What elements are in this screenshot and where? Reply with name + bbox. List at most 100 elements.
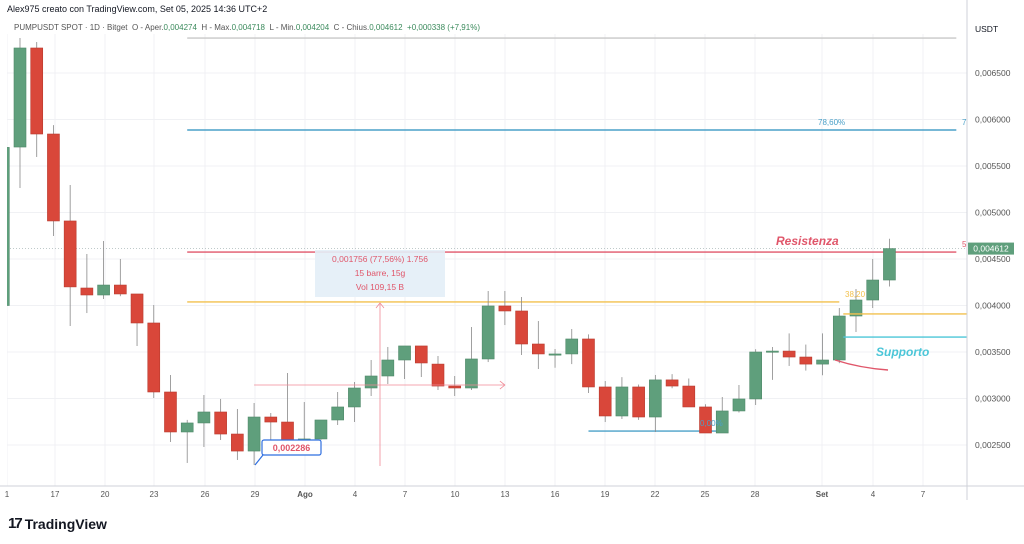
candle-body: [130, 293, 144, 324]
candle-body: [247, 416, 261, 452]
candle-body: [866, 279, 880, 301]
measure-text: 0,001756 (77,56%) 1.756: [332, 254, 428, 264]
trend-curve: [834, 359, 889, 371]
candle-body: [498, 305, 512, 312]
candle-body: [682, 385, 696, 408]
brand-name: TradingView: [24, 515, 107, 532]
date-tick: 16: [551, 490, 560, 499]
measure-text: Vol 109,15 B: [356, 282, 405, 292]
open-value: 0,004274: [163, 23, 197, 32]
fib-level-label: 100,00%: [848, 26, 880, 35]
candle-body: [749, 351, 762, 400]
candle-body: [615, 386, 629, 417]
date-tick: 7: [403, 490, 408, 499]
fib-right-label: 7: [962, 118, 967, 127]
measure-text: 15 barre, 15g: [355, 268, 406, 278]
symbol-legend: PUMPUSDT SPOT · 1D · Bitget O - Aper.0,0…: [14, 23, 480, 32]
change-value: +0,000338 (+7,91%): [407, 23, 480, 32]
candle-body: [331, 406, 344, 421]
candle-body: [264, 416, 278, 423]
close-value: 0,004612: [369, 23, 403, 32]
candle-body: [348, 387, 361, 408]
candle-body: [481, 305, 495, 360]
price-tick: 0,003000: [975, 394, 1011, 404]
candle-body: [214, 411, 227, 435]
candle-body: [314, 419, 328, 440]
fib-level-label: 0,00%: [700, 419, 723, 428]
candle-body: [582, 338, 595, 388]
low-callout-box: [261, 439, 322, 456]
candle-body: [164, 391, 177, 433]
candle-body: [632, 386, 645, 418]
date-tick: 22: [651, 490, 660, 499]
tradingview-logo-icon: 17: [8, 515, 23, 532]
date-tick: Ago: [297, 490, 313, 499]
low-value: 0,004204: [295, 23, 330, 32]
candle-body: [832, 315, 846, 361]
arrow-head-icon: [499, 380, 506, 390]
candle-body: [766, 350, 779, 353]
high-value: 0,004718: [231, 23, 265, 32]
high-label: H - Max.: [201, 23, 232, 32]
date-tick: 17: [51, 490, 60, 499]
candle-body: [80, 287, 94, 296]
current-price-tag: [968, 242, 1014, 255]
price-tick: 0,003500: [975, 347, 1011, 357]
tradingview-logo[interactable]: 17 TradingView: [8, 515, 107, 532]
candle-body: [699, 406, 712, 434]
date-tick: 25: [701, 490, 710, 499]
low-label: L - Min.: [269, 23, 296, 32]
date-tick: 4: [353, 490, 358, 499]
candle-body: [30, 47, 44, 135]
measure-box: [315, 250, 445, 297]
support-label: Supporto: [876, 345, 929, 359]
candle-body: [114, 284, 127, 295]
fib-level-label: 5: [962, 240, 967, 249]
date-tick: 20: [101, 490, 110, 499]
candle-body: [47, 133, 60, 222]
price-tick: 0,004000: [975, 301, 1011, 311]
candle-body: [414, 345, 428, 364]
candle-body: [364, 375, 378, 389]
candle-body: [649, 379, 662, 418]
candle-body: [598, 386, 612, 417]
candle-body: [180, 422, 194, 433]
current-price-text: 0,004612: [973, 244, 1009, 254]
candle-body: [799, 356, 813, 365]
candle-body: [381, 359, 395, 377]
low-callout-text: 0,002286: [273, 443, 311, 453]
price-tick: 0,002500: [975, 440, 1011, 450]
price-unit: USDT: [975, 24, 998, 34]
date-tick: 28: [751, 490, 760, 499]
date-tick: 4: [871, 490, 876, 499]
candle-body: [515, 310, 528, 345]
candle-body: [883, 248, 896, 281]
price-tick: 0,005500: [975, 161, 1011, 171]
fib-level-label: 78,60%: [818, 118, 845, 127]
resistance-label: Resistenza: [776, 234, 839, 248]
candle-body: [63, 220, 77, 288]
symbol-name[interactable]: PUMPUSDT SPOT · 1D · Bitget: [14, 23, 128, 32]
candle-body: [97, 284, 110, 296]
candle-body: [548, 353, 562, 356]
price-tick: 0,006000: [975, 115, 1011, 125]
candle-body: [13, 47, 27, 148]
candle-body: [448, 385, 462, 389]
candle-body: [7, 147, 10, 306]
candle-body: [816, 359, 829, 365]
candle-body: [231, 433, 244, 452]
fib-level-label: 38,20: [845, 290, 866, 299]
candle-body: [782, 350, 796, 358]
candle-body: [565, 338, 579, 355]
date-tick: 7: [921, 490, 926, 499]
candle-body: [398, 345, 411, 361]
date-tick: 23: [150, 490, 159, 499]
date-tick: 26: [201, 490, 210, 499]
candle-body: [732, 398, 746, 412]
callout-pointer: [254, 454, 264, 466]
candle-body: [431, 363, 445, 387]
date-tick: Set: [816, 490, 829, 499]
arrow-head-icon: [375, 302, 385, 309]
price-tick: 0,004500: [975, 254, 1011, 264]
